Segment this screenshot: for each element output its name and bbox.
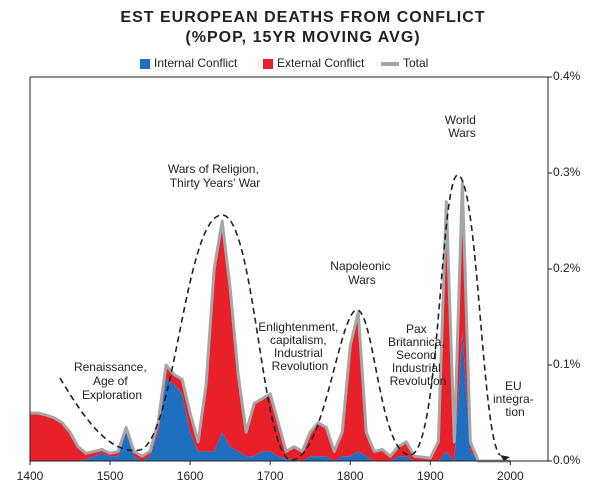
annotation: World Wars	[445, 113, 479, 140]
annotation-line: Exploration	[82, 388, 142, 402]
x-tick-label: 1900	[417, 469, 444, 483]
annotation-line: Wars of Religion,	[168, 162, 259, 176]
plot	[30, 181, 511, 463]
annotation-line: Renaissance,	[74, 360, 147, 374]
annotation-line: Second	[396, 348, 437, 362]
y-tick-label: 0.3%	[553, 165, 581, 179]
y-tick-label: 0.4%	[553, 69, 581, 83]
legend: Internal Conflict External Conflict Total	[140, 56, 428, 70]
arrow-head	[500, 455, 510, 461]
x-tick-label: 1800	[337, 469, 364, 483]
y-tick-label: 0.2%	[553, 261, 581, 275]
chart-title: EST EUROPEAN DEATHS FROM CONFLICT	[120, 9, 485, 26]
x-tick-label: 1500	[97, 469, 124, 483]
annotation-line: Napoleonic	[330, 259, 390, 273]
annotation: Wars of Religion, Thirty Years' War	[168, 162, 262, 190]
annotation-line: Britannica,	[388, 335, 445, 349]
y-tick-label: 0.1%	[553, 357, 581, 371]
annotation-line: Age of	[93, 374, 128, 388]
legend-swatch	[263, 59, 273, 69]
annotation: Pax Britannica, Second Industrial Revolu…	[388, 322, 448, 388]
legend-label: Total	[403, 56, 428, 70]
annotation-line: Revolution	[390, 374, 447, 388]
legend-swatch	[140, 59, 150, 69]
annotation-line: Pax	[406, 322, 427, 336]
legend-label: External Conflict	[277, 56, 365, 70]
annotation-line: integra-	[493, 392, 534, 406]
x-tick-label: 1700	[257, 469, 284, 483]
annotation: Napoleonic Wars	[330, 259, 393, 287]
annotation-line: Wars	[348, 273, 376, 287]
annotations: Renaissance, Age of Exploration Wars of …	[74, 113, 537, 419]
annotation-line: tion	[505, 405, 524, 419]
area	[30, 331, 511, 461]
annotation-line: Thirty Years' War	[170, 176, 261, 190]
annotation: EU integra- tion	[493, 379, 537, 419]
x-tick-label: 2000	[497, 469, 524, 483]
annotation-line: EU	[505, 379, 522, 393]
cycle-curve	[59, 174, 501, 461]
legend-label: Internal Conflict	[154, 56, 238, 70]
annotation-line: capitalism,	[270, 333, 327, 347]
annotation-line: Wars	[448, 126, 476, 140]
y-tick-label: 0.0%	[553, 453, 581, 467]
annotation-line: Industrial	[392, 361, 441, 375]
annotation-line: Industrial	[274, 346, 323, 360]
annotation-line: Revolution	[272, 359, 329, 373]
chart-subtitle: (%POP, 15YR MOVING AVG)	[185, 29, 420, 46]
annotation-line: World	[445, 113, 476, 127]
x-tick-label: 1400	[17, 469, 44, 483]
total-line	[30, 181, 511, 463]
annotation-line: Enlightenment,	[258, 320, 338, 334]
annotation: Renaissance, Age of Exploration	[74, 360, 150, 402]
x-tick-label: 1600	[177, 469, 204, 483]
annotation: Enlightenment, capitalism, Industrial Re…	[258, 320, 341, 373]
